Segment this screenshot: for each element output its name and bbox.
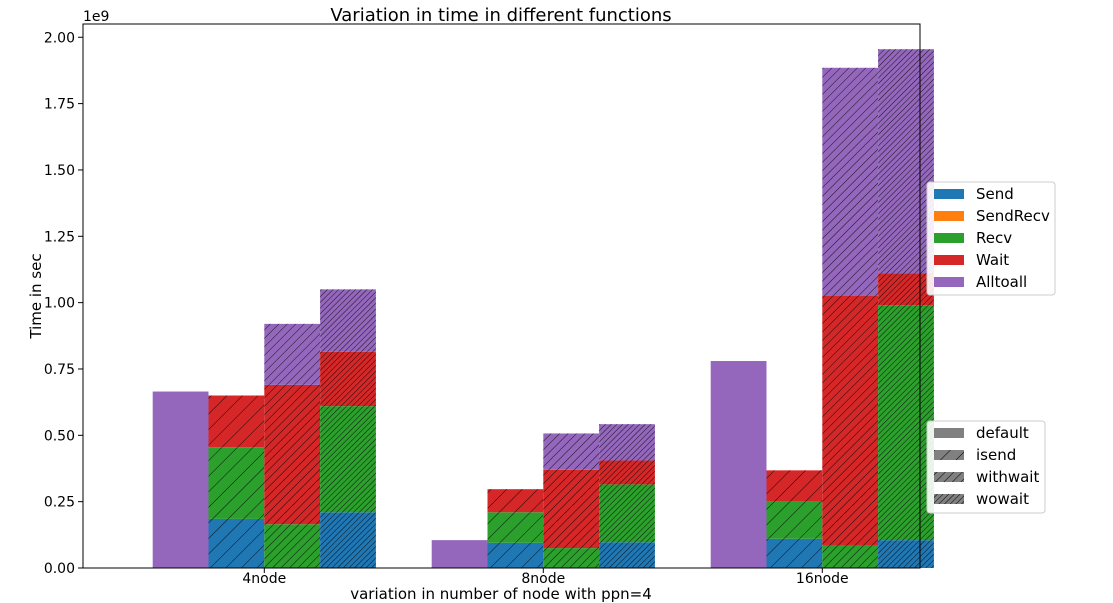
bar-16node-default-alltoall (710, 361, 767, 568)
bar-hatch-4node-withwait-alltoall (264, 323, 321, 385)
bar-hatch-4node-wowait-alltoall (320, 289, 376, 352)
bar-hatch-16node-wowait-alltoall (878, 49, 934, 274)
bar-hatch-8node-wowait-send (599, 542, 655, 568)
legend-hatch-wowait (934, 494, 964, 504)
bar-hatch-8node-withwait-recv (543, 548, 600, 568)
x-tick-label: 4node (242, 571, 286, 587)
legend-swatch-sendrecv (934, 211, 964, 221)
plot-frame (82, 23, 921, 569)
bar-hatch-4node-wowait-send (320, 512, 376, 568)
legend-swatch-default (934, 428, 964, 438)
bar-hatch-4node-isend-send (208, 518, 265, 568)
legend-functions: Send SendRecv Recv Wait Alltoall (926, 181, 1056, 296)
legend-swatch-wait (934, 255, 964, 265)
y-tick-label: 1.75 (44, 97, 75, 113)
bar-hatch-16node-wowait-wait (878, 273, 934, 306)
bar-hatch-4node-wowait-recv (320, 406, 376, 513)
y-tick-label: 0.75 (44, 362, 75, 378)
legend-swatch-alltoall (934, 277, 964, 287)
y-tick-label: 0.50 (44, 428, 75, 444)
y-axis-label: Time in sec (27, 253, 45, 339)
legend-label-isend: isend (976, 446, 1016, 464)
bars-layer (152, 49, 934, 568)
y-tick-label: 2.00 (44, 30, 75, 46)
legend-variants-box (926, 420, 1046, 514)
bar-hatch-8node-withwait-wait (543, 469, 600, 549)
bar-hatch-8node-wowait-recv (599, 484, 655, 543)
bar-hatch-8node-isend-wait (487, 489, 544, 513)
bar-hatch-16node-withwait-alltoall (822, 67, 879, 296)
legend-label-alltoall: Alltoall (976, 273, 1027, 291)
bar-hatch-4node-isend-wait (208, 395, 265, 448)
legend-swatch-send (934, 189, 964, 199)
legend-variants: default isend withwait wowait (926, 420, 1046, 514)
legend-functions-box (926, 181, 1056, 296)
x-tick-label: 8node (521, 571, 565, 587)
y-tick-label: 0.00 (44, 561, 75, 577)
bar-hatch-8node-withwait-alltoall (543, 433, 600, 470)
legend-label-sendrecv: SendRecv (976, 207, 1050, 225)
bar-hatch-4node-wowait-wait (320, 351, 376, 407)
x-tick-label: 16node (796, 571, 849, 587)
bar-hatch-8node-isend-send (487, 542, 544, 568)
y-tick-label: 1.00 (44, 296, 75, 312)
y-tick-label: 0.25 (44, 495, 75, 511)
bar-hatch-4node-withwait-wait (264, 384, 321, 525)
legend-label-wait: Wait (976, 251, 1009, 269)
bar-hatch-16node-withwait-recv (822, 545, 879, 568)
bar-8node-default-alltoall (431, 540, 488, 568)
axes-layer: 0.00 0.25 0.50 0.75 1.00 1.25 1.50 1.75 2.00 4nod… (44, 30, 849, 587)
legend-label-recv: Recv (976, 229, 1012, 247)
bar-hatch-16node-isend-send (766, 538, 823, 568)
legend-swatch-recv (934, 233, 964, 243)
bar-4node-default-alltoall (152, 391, 209, 568)
legend-hatch-isend (934, 450, 964, 460)
x-axis-label: variation in number of node with ppn=4 (350, 585, 652, 603)
bar-hatch-8node-wowait-alltoall (599, 424, 655, 461)
legend-hatch-withwait (934, 472, 964, 482)
legend-label-send: Send (976, 185, 1014, 203)
legend-label-wowait: wowait (976, 490, 1029, 508)
bar-hatch-4node-withwait-recv (264, 524, 321, 568)
bar-hatch-8node-wowait-wait (599, 460, 655, 485)
bar-hatch-8node-isend-recv (487, 512, 544, 543)
legend-label-withwait: withwait (976, 468, 1039, 486)
bar-hatch-4node-isend-recv (208, 447, 265, 519)
y-tick-label: 1.50 (44, 163, 75, 179)
legend-label-default: default (976, 424, 1029, 442)
y-tick-label: 1.25 (44, 229, 75, 245)
bar-hatch-16node-wowait-send (878, 540, 934, 568)
bar-hatch-16node-withwait-wait (822, 296, 879, 546)
bar-hatch-16node-isend-wait (766, 470, 823, 502)
chart-title: Variation in time in different functions (330, 5, 671, 26)
y-scale-label: 1e9 (83, 9, 109, 25)
bar-hatch-16node-isend-recv (766, 501, 823, 539)
bar-hatch-16node-wowait-recv (878, 305, 934, 541)
